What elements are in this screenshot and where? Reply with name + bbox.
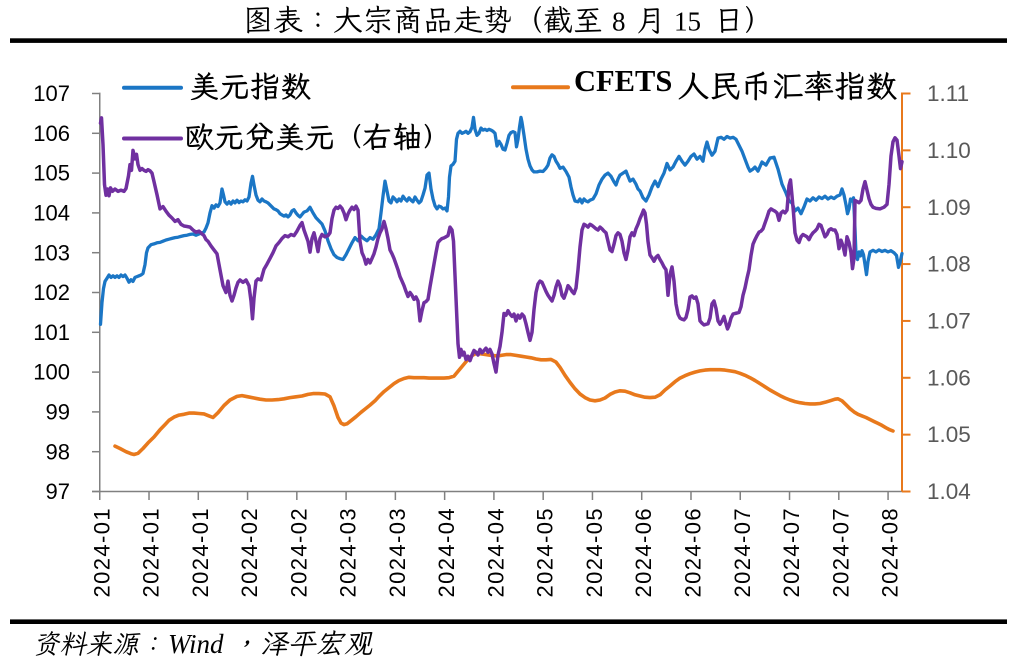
svg-text:97: 97 (46, 479, 70, 504)
svg-text:1.08: 1.08 (927, 252, 971, 277)
svg-text:105: 105 (33, 161, 70, 186)
svg-text:2024-07: 2024-07 (828, 507, 853, 598)
svg-text:1.04: 1.04 (927, 479, 971, 504)
svg-text:8: 8 (612, 7, 626, 37)
svg-text:2024-01: 2024-01 (89, 507, 114, 598)
svg-text:100: 100 (33, 360, 70, 385)
svg-text:98: 98 (46, 439, 70, 464)
svg-text:107: 107 (33, 81, 70, 106)
svg-text:2024-06: 2024-06 (680, 507, 705, 598)
svg-text:2024-06: 2024-06 (631, 507, 656, 598)
svg-text:103: 103 (33, 240, 70, 265)
svg-text:2024-08: 2024-08 (878, 507, 903, 598)
svg-text:1.06: 1.06 (927, 365, 971, 390)
svg-text:99: 99 (46, 400, 70, 425)
svg-text:15: 15 (674, 7, 701, 37)
svg-text:1.09: 1.09 (927, 195, 971, 220)
svg-text:CFETS: CFETS (574, 64, 672, 98)
svg-text:2024-05: 2024-05 (582, 507, 607, 598)
svg-text:2024-03: 2024-03 (336, 507, 361, 598)
svg-text:101: 101 (33, 320, 70, 345)
svg-text:1.11: 1.11 (927, 81, 969, 106)
svg-text:2024-07: 2024-07 (730, 507, 755, 598)
svg-text:1.07: 1.07 (927, 309, 971, 334)
svg-text:2024-01: 2024-01 (139, 507, 164, 598)
svg-text:2024-05: 2024-05 (533, 507, 558, 598)
svg-text:Wind: Wind (168, 629, 224, 659)
svg-text:2024-04: 2024-04 (483, 507, 508, 598)
svg-text:2024-04: 2024-04 (434, 507, 459, 598)
svg-text:2024-02: 2024-02 (237, 507, 262, 598)
svg-text:104: 104 (33, 201, 70, 226)
svg-text:1.05: 1.05 (927, 422, 971, 447)
svg-text:2024-07: 2024-07 (779, 507, 804, 598)
svg-text:2024-02: 2024-02 (286, 507, 311, 598)
svg-text:2024-03: 2024-03 (385, 507, 410, 598)
svg-text:2024-01: 2024-01 (188, 507, 213, 598)
svg-text:1.10: 1.10 (927, 138, 971, 163)
svg-text:106: 106 (33, 121, 70, 146)
svg-text:102: 102 (33, 280, 70, 305)
